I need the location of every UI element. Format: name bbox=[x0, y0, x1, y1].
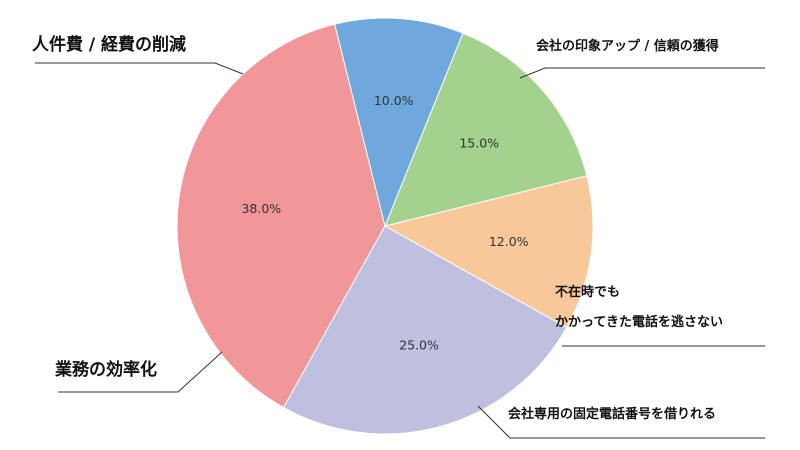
percent-labels: 38.0% 25.0% 12.0% 15.0% 10.0% bbox=[241, 93, 528, 353]
label-phone-number: 会社専用の固定電話番号を借りれる bbox=[508, 406, 716, 422]
slice-missed-calls bbox=[384, 32, 588, 227]
slice-image bbox=[383, 175, 594, 329]
pct-label-missed-calls: 15.0% bbox=[459, 136, 499, 151]
pct-label-efficiency: 38.0% bbox=[241, 201, 281, 216]
label-efficiency: 業務の効率化 bbox=[55, 359, 157, 380]
leader-line-cost bbox=[35, 62, 244, 75]
leader-line-phone-number bbox=[477, 405, 765, 439]
label-missed-calls-line2: かかってきた電話を逃さない bbox=[555, 314, 723, 330]
pie-slices bbox=[176, 17, 594, 435]
slice-cost bbox=[282, 225, 568, 435]
slice-efficiency bbox=[176, 23, 386, 409]
pct-label-phone-number: 10.0% bbox=[374, 93, 414, 108]
pct-label-cost: 25.0% bbox=[399, 338, 439, 353]
label-image: 会社の印象アップ / 信頼の獲得 bbox=[536, 38, 719, 54]
label-cost: 人件費 / 経費の削減 bbox=[32, 34, 186, 55]
leader-line-image bbox=[519, 67, 765, 79]
pct-label-image: 12.0% bbox=[489, 234, 529, 249]
label-missed-calls-line1: 不在時でも bbox=[555, 284, 620, 300]
slice-phone-number bbox=[334, 17, 464, 228]
leader-line-efficiency bbox=[58, 351, 223, 393]
